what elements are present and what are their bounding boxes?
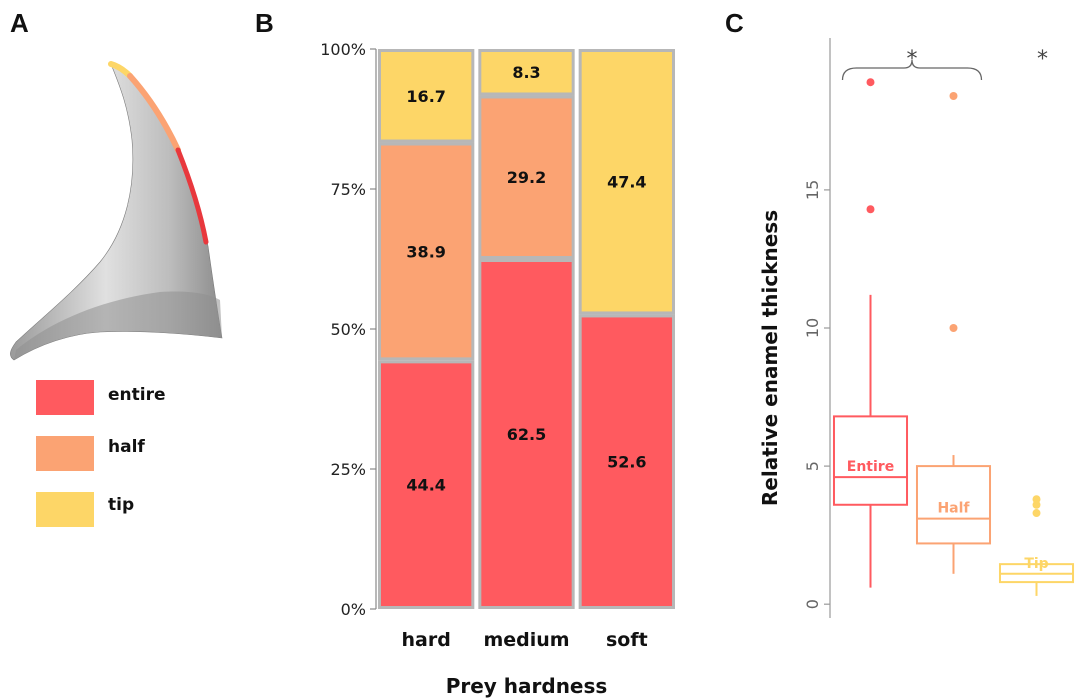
y-tick-label: 75% [330, 180, 366, 199]
x-category-label: hard [402, 629, 451, 651]
significance-bracket [841, 59, 983, 81]
bar-segment-soft-entire [578, 314, 676, 609]
x-category-label: soft [606, 629, 648, 651]
legend-swatch-half [36, 436, 94, 471]
y-tick-label: 0% [341, 600, 366, 619]
outlier-point-Half [949, 324, 958, 332]
box-label-Entire: Entire [847, 459, 894, 475]
legend-label-tip: tip [108, 495, 134, 515]
tooth-enamel-half [127, 73, 181, 153]
box-Half [915, 465, 992, 545]
tooth-root-texture [14, 291, 222, 360]
bar-value-label: 16.7 [406, 87, 445, 106]
tooth-enamel-entire [175, 147, 209, 245]
outlier-point-Tip [1032, 500, 1041, 509]
y-tick-label: 100% [320, 40, 366, 59]
x-category-label: medium [483, 629, 569, 651]
outlier-point-Tip [1032, 509, 1041, 518]
tooth-illustration [10, 61, 223, 361]
significance-star: * [907, 47, 918, 72]
panel-c-letter: C [725, 8, 744, 38]
bar-value-label: 44.4 [406, 476, 445, 495]
panel-b-letter: B [255, 8, 274, 38]
outlier-point-Tip [1032, 495, 1041, 504]
bar-segment-medium-half [478, 95, 575, 260]
box-label-Half: Half [937, 501, 970, 517]
y-axis-title: Relative enamel thickness [758, 210, 782, 506]
y-tick-label: 10 [803, 318, 822, 338]
y-tick-label: 50% [330, 320, 366, 339]
bar-value-label: 47.4 [607, 173, 646, 192]
y-tick-label: 5 [803, 461, 822, 471]
legend-swatch-entire [36, 380, 94, 415]
outlier-point-Entire [866, 205, 875, 214]
bar-segment-medium-entire [478, 259, 575, 609]
outlier-point-Entire [866, 78, 875, 87]
outlier-point-Half [949, 92, 958, 100]
box-Entire [832, 415, 909, 506]
bar-value-label: 8.3 [512, 63, 540, 82]
bar-segment-medium-tip [478, 49, 575, 96]
box-label-Tip: Tip [1024, 556, 1048, 572]
legend-swatch-tip [36, 492, 94, 527]
y-tick-label: 15 [803, 180, 822, 200]
significance-star: * [1037, 47, 1048, 72]
bar-segment-hard-entire [378, 360, 475, 609]
legend: entire half tip [36, 380, 166, 527]
bar-segment-hard-half [378, 142, 475, 361]
bar-segment-soft-tip [578, 49, 676, 315]
panel-a-letter: A [10, 8, 29, 38]
box-plot-chart: 0 5 10 15 Relative enamel thickness Entire Hal… [758, 38, 1075, 618]
bar-value-label: 29.2 [507, 168, 546, 187]
legend-label-entire: entire [108, 385, 166, 405]
y-tick-label: 0 [803, 599, 822, 609]
y-tick-label: 25% [330, 460, 366, 479]
x-axis-title: Prey hardness [446, 674, 608, 698]
bar-segment-hard-tip [378, 49, 475, 143]
stacked-bar-chart: 0% 25% 50% 75% 100% 44.4 38.9 16.7 hard 62.5 29.2 8… [320, 40, 676, 698]
bar-value-label: 52.6 [607, 453, 646, 472]
legend-label-half: half [108, 437, 145, 457]
bar-value-label: 38.9 [406, 242, 445, 261]
bar-value-label: 62.5 [507, 425, 546, 444]
